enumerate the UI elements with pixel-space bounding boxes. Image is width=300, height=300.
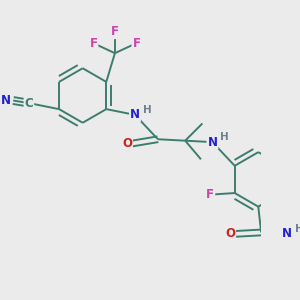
Text: F: F — [111, 25, 119, 38]
Text: F: F — [89, 37, 98, 50]
Text: H: H — [220, 132, 229, 142]
Text: F: F — [132, 37, 140, 50]
Text: N: N — [130, 108, 140, 122]
Text: H: H — [142, 105, 152, 115]
Text: N: N — [282, 227, 292, 240]
Text: C: C — [25, 97, 33, 110]
Text: O: O — [225, 227, 235, 240]
Text: H: H — [295, 224, 300, 234]
Text: N: N — [1, 94, 11, 107]
Text: F: F — [206, 188, 214, 201]
Text: N: N — [207, 136, 218, 148]
Text: O: O — [122, 137, 132, 150]
